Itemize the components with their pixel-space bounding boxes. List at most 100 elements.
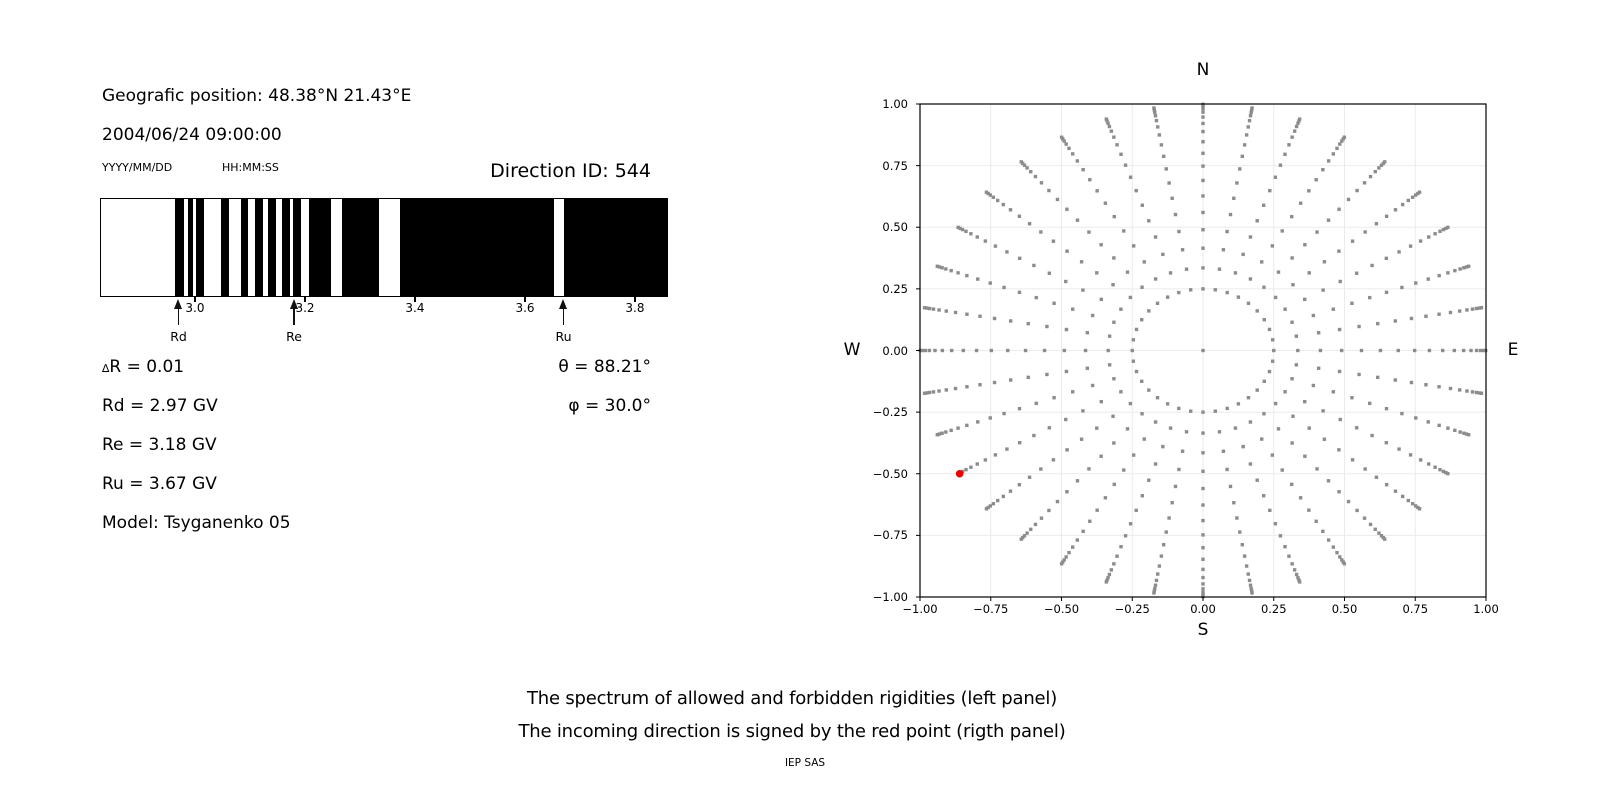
- direction-grid-dot: [992, 316, 997, 321]
- direction-grid-dot: [1017, 440, 1022, 445]
- ru-value-text: Ru = 3.67 GV: [102, 474, 217, 494]
- direction-grid-dot: [1248, 462, 1253, 466]
- direction-grid-dot: [935, 433, 940, 437]
- direction-grid-dot: [974, 348, 979, 353]
- direction-grid-dot: [976, 277, 980, 281]
- up-arrow-shaft: [177, 307, 180, 325]
- direction-grid-dot: [1470, 307, 1475, 311]
- direction-grid-dot: [1292, 129, 1297, 133]
- direction-grid-dot: [1322, 260, 1327, 264]
- direction-grid-dot: [1316, 331, 1321, 335]
- direction-grid-dot: [1055, 499, 1060, 504]
- direction-grid-dot: [1292, 568, 1297, 572]
- direction-grid-dot: [1338, 417, 1342, 422]
- direction-grid-dot: [1075, 159, 1080, 163]
- direction-grid-dot: [925, 391, 929, 395]
- direction-grid-dot: [1017, 290, 1022, 295]
- direction-grid-dot: [1337, 249, 1341, 253]
- direction-grid-dot: [1008, 378, 1013, 382]
- direction-grid-dot: [1083, 348, 1088, 353]
- direction-grid-dot: [1022, 163, 1027, 167]
- direction-grid-dot: [1413, 193, 1418, 197]
- direction-grid-dot: [1290, 256, 1294, 260]
- direction-id-text: Direction ID: 544: [490, 160, 651, 182]
- direction-grid-dot: [1393, 208, 1398, 212]
- time-format-label: HH:MM:SS: [222, 161, 279, 174]
- direction-grid-dot: [1070, 390, 1075, 394]
- direction-grid-dot: [1225, 290, 1229, 295]
- direction-grid-dot: [1418, 458, 1423, 462]
- up-arrow-icon: [558, 299, 567, 309]
- direction-grid-dot: [1479, 391, 1484, 395]
- direction-grid-dot: [1273, 522, 1278, 526]
- rigidity-spectrum-plot: [100, 198, 668, 297]
- direction-grid-dot: [1290, 214, 1294, 219]
- direction-grid-dot: [1248, 583, 1253, 587]
- direction-grid-dot: [1441, 348, 1445, 353]
- direction-grid-dot: [1321, 167, 1325, 172]
- direction-grid-dot: [1142, 437, 1146, 441]
- direction-grid-dot: [1268, 508, 1272, 513]
- direction-grid-dot: [1147, 219, 1151, 223]
- direction-grid-dot: [1152, 589, 1156, 593]
- up-arrow-shaft: [562, 307, 565, 325]
- direction-grid-dot: [1273, 295, 1278, 300]
- direction-grid-dot: [1173, 484, 1178, 489]
- direction-grid-dot: [1106, 348, 1110, 353]
- direction-grid-dot: [1478, 348, 1483, 353]
- direction-grid-dot: [1075, 538, 1080, 542]
- direction-grid-dot: [1267, 327, 1272, 332]
- direction-grid-dot: [1088, 519, 1092, 523]
- direction-grid-dot: [1238, 167, 1242, 171]
- direction-grid-dot: [1153, 586, 1157, 591]
- direction-grid-dot: [1155, 301, 1160, 305]
- direction-grid-dot: [1047, 188, 1051, 193]
- direction-grid-dot: [1294, 572, 1299, 577]
- direction-grid-dot: [937, 265, 942, 269]
- direction-grid-dot: [1005, 447, 1009, 451]
- direction-grid-dot: [927, 348, 932, 353]
- direction-grid-dot: [1134, 369, 1139, 374]
- direction-grid-dot: [1164, 167, 1168, 171]
- cutoff-arrow-label: Rd: [170, 329, 187, 344]
- direction-grid-dot: [1104, 117, 1109, 121]
- direction-grid-dot: [1095, 271, 1099, 275]
- direction-grid-dot: [1201, 115, 1205, 119]
- direction-grid-dot: [1315, 467, 1319, 471]
- direction-grid-dot: [1201, 287, 1205, 291]
- direction-grid-dot: [1426, 277, 1430, 281]
- direction-grid-dot: [1316, 366, 1321, 370]
- forbidden-band: [342, 199, 380, 296]
- direction-grid-dot: [1153, 235, 1158, 239]
- direction-grid-dot: [1217, 267, 1222, 271]
- cutoff-arrow-label: Re: [286, 329, 302, 344]
- direction-grid-dot: [1294, 334, 1299, 338]
- direction-grid-dot: [1062, 558, 1066, 562]
- rd-value-text: Rd = 2.97 GV: [102, 396, 218, 416]
- direction-grid-dot: [1290, 441, 1294, 445]
- direction-grid-dot: [1446, 225, 1450, 230]
- direction-grid-dot: [1104, 580, 1109, 584]
- direction-grid-dot: [1337, 369, 1342, 374]
- direction-grid-dot: [1177, 229, 1181, 234]
- direction-grid-dot: [976, 420, 980, 424]
- direction-grid-dot: [1087, 230, 1091, 234]
- direction-grid-dot: [964, 229, 968, 234]
- direction-grid-dot: [1079, 437, 1084, 441]
- forbidden-band: [174, 199, 185, 296]
- direction-grid-dot: [1064, 279, 1068, 284]
- direction-grid-dot: [1061, 560, 1065, 564]
- direction-grid-dot: [1291, 414, 1295, 418]
- direction-grid-dot: [1261, 203, 1266, 207]
- direction-grid-dot: [965, 273, 969, 278]
- direction-grid-dot: [1457, 388, 1462, 392]
- direction-grid-dot: [988, 281, 992, 285]
- direction-grid-dot: [1107, 334, 1112, 338]
- direction-grid-dot: [1270, 244, 1275, 248]
- direction-grid-dot: [1131, 359, 1136, 363]
- direction-grid-dot: [1297, 580, 1302, 584]
- direction-grid-dot: [1311, 383, 1316, 388]
- direction-grid-dot: [1397, 250, 1401, 254]
- direction-grid-dot: [1023, 348, 1028, 353]
- direction-grid-dot: [1105, 119, 1109, 123]
